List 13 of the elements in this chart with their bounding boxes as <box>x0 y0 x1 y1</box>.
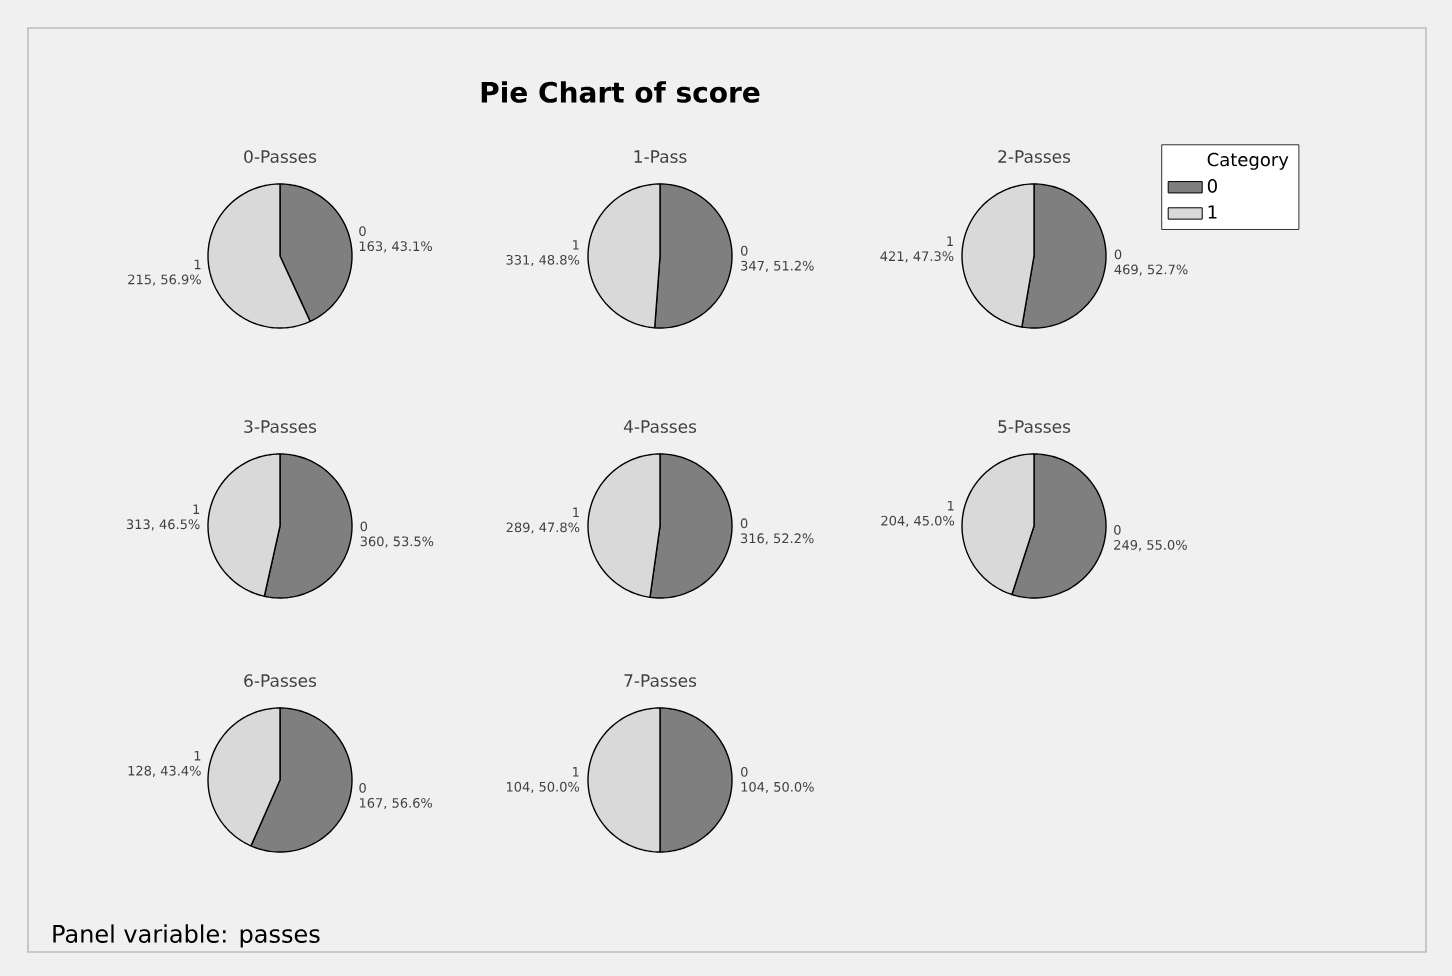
chart-title: Pie Chart of score <box>481 81 760 103</box>
chart-title: 7-Passes <box>624 674 697 688</box>
chart-title: 5-Passes <box>998 420 1071 434</box>
chart-title: 0-Passes <box>244 150 317 164</box>
legend-label: 0 <box>1207 179 1217 193</box>
chart-title: 3-Passes <box>244 420 317 434</box>
legend-label: 1 <box>1208 205 1217 219</box>
chart-title: 2-Passes <box>998 150 1071 164</box>
legend-title: Category <box>1207 152 1289 170</box>
chart-title: 4-Passes <box>623 420 697 434</box>
chart-subtitle: 1-Pass <box>634 150 687 164</box>
text: Panel variable: passes <box>53 924 320 948</box>
chart-title: 6-Passes <box>244 674 317 688</box>
